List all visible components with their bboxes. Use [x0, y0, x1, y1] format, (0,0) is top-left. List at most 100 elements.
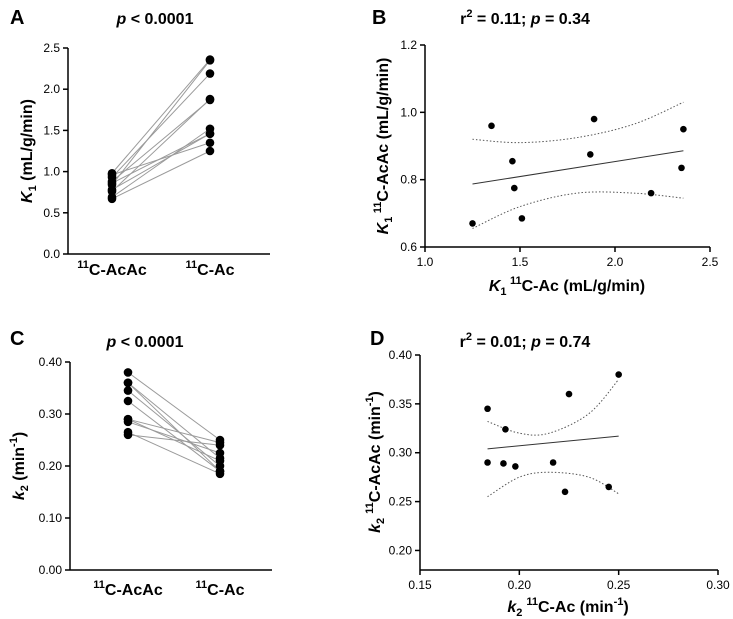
panel-c-ytick-label-2: 0.20	[39, 459, 63, 473]
panel-b-ytick-label-1: 0.8	[400, 173, 417, 187]
panel-a-pair-line-0	[111, 150, 211, 200]
panel-a-pair-line-7	[111, 73, 211, 178]
panel-d-point-9	[615, 371, 622, 378]
panel-a-dot-right-8	[205, 138, 215, 148]
panel-d-ytick-label-4: 0.40	[389, 348, 413, 362]
panel-b-point-8	[678, 164, 685, 172]
panel-c-dot-left-6	[123, 386, 133, 395]
panel-letter-d: D	[370, 328, 384, 350]
panel-d-ci-upper	[487, 379, 620, 436]
panel-c-dot-right-9	[215, 435, 225, 445]
panel-a-dot-right-6	[205, 95, 215, 105]
panel-c-pair-line-6	[127, 390, 221, 467]
panel-c-dot-left-8	[123, 378, 133, 388]
panel-a-pair-line-3	[111, 133, 211, 191]
panel-a-ytick-label-4: 2.0	[43, 82, 60, 96]
panel-a-category-0: 11C-AcAc	[77, 259, 147, 279]
panel-c-pair-line-5	[127, 400, 221, 472]
panel-c-category-1: 11C-Ac	[196, 579, 245, 599]
panel-d-ytick-label-1: 0.25	[389, 495, 413, 509]
panel-d-y-label: k211C-AcAc (min-1)	[364, 391, 387, 533]
panel-d-xtick-label-1: 0.20	[508, 578, 532, 592]
panel-letter-c: C	[10, 328, 24, 350]
panel-b-xtick-label-2: 2.0	[607, 255, 624, 269]
panel-a-ytick-label-0: 0.0	[43, 247, 60, 261]
panel-letter-a: A	[10, 7, 24, 29]
panel-a-pair-line-4	[111, 60, 211, 186]
panel-b-point-1	[488, 122, 495, 130]
panel-d-point-8	[605, 483, 613, 491]
panel-a-ytick-label-3: 1.5	[43, 123, 60, 137]
panel-d-point-0	[484, 405, 491, 413]
panel-d-point-6	[561, 488, 569, 496]
panel-d-point-1	[484, 459, 491, 466]
panel-b-xtick-label-1: 1.5	[512, 255, 529, 269]
panel-c-pair-line-1	[127, 431, 221, 475]
panel-b-ytick-label-3: 1.2	[400, 38, 417, 52]
panel-a-pair-line-6	[111, 99, 211, 182]
panel-b-point-6	[590, 115, 598, 123]
panel-b-xtick-label-0: 1.0	[417, 255, 434, 269]
panel-b-point-4	[518, 215, 526, 222]
panel-c-dot-left-9	[123, 368, 133, 377]
panel-b-point-3	[511, 184, 518, 192]
panel-c-dot-right-7	[215, 466, 225, 476]
panel-a-category-1: 11C-Ac	[186, 259, 235, 279]
panel-c-title: p < 0.0001	[106, 334, 184, 351]
panel-b-x-label: K111C-Ac (mL/g/min)	[489, 275, 645, 298]
panel-a-pair-line-8	[111, 142, 211, 176]
panel-c-ytick-label-1: 0.10	[39, 511, 63, 525]
panel-c-pair-line-9	[127, 371, 221, 441]
panel-d-x-label: k211C-Ac (min-1)	[507, 596, 628, 619]
panel-a: p < 0.0001 0.0 0.5 1.0 1.5 2.0 2.5 11C-AcAc 1…	[19, 11, 270, 279]
panel-d-xtick-label-2: 0.25	[607, 578, 631, 592]
panel-d-point-4	[512, 463, 519, 470]
panel-d-ytick-label-3: 0.35	[389, 397, 413, 411]
panel-a-pair-line-1	[111, 128, 211, 198]
panel-d-point-2	[500, 460, 507, 467]
panel-c-pair-line-4	[127, 418, 221, 444]
panel-b-fit-line	[472, 150, 684, 185]
panel-c-dot-left-4	[123, 414, 133, 424]
panel-c-category-0: 11C-AcAc	[93, 579, 163, 599]
panel-b-point-9	[680, 125, 687, 133]
panel-b-ytick-label-2: 1.0	[400, 105, 417, 119]
panel-c-dot-left-5	[123, 396, 133, 406]
panel-b-xtick-label-3: 2.5	[702, 255, 719, 269]
panel-b-point-7	[647, 189, 655, 197]
panel-a-pair-line-9	[111, 59, 211, 174]
panel-c-ytick-label-0: 0.00	[39, 563, 63, 577]
panel-b: r2 = 0.11; p = 0.34 0.6 0.8 1.0 1.2 1.0 1.5 2…	[372, 8, 719, 298]
panel-c-ytick-label-3: 0.30	[39, 407, 63, 421]
panel-a-ytick-label-1: 0.5	[43, 206, 60, 220]
panel-b-ci-upper	[472, 101, 684, 144]
panel-c: p < 0.0001 0.00 0.10 0.20 0.30 0.40 11C-AcAc…	[8, 334, 272, 599]
panel-a-y-label: K1 (mL/g/min)	[19, 99, 39, 203]
panel-b-point-2	[509, 157, 516, 165]
panel-a-title: p < 0.0001	[116, 11, 194, 28]
panel-b-ytick-label-0: 0.6	[400, 240, 417, 254]
panel-b-point-0	[469, 220, 476, 227]
panel-b-point-5	[587, 151, 594, 158]
panel-b-y-label: K111C-AcAc (mL/g/min)	[372, 58, 395, 235]
panel-a-ytick-label-5: 2.5	[43, 41, 60, 55]
panel-c-pair-line-7	[127, 382, 221, 472]
panel-d-ytick-label-2: 0.30	[389, 446, 413, 460]
panel-d-point-5	[549, 459, 557, 466]
panel-d-point-7	[565, 390, 573, 398]
panel-c-dot-left-1	[123, 427, 133, 437]
panel-c-pair-line-8	[127, 382, 221, 459]
panel-c-ytick-label-4: 0.40	[39, 355, 63, 369]
panel-a-dot-right-5	[205, 129, 215, 138]
panel-d-ci-lower	[487, 471, 619, 498]
panel-d-title: r2 = 0.01; p = 0.74	[460, 331, 591, 351]
panel-d-ytick-label-0: 0.20	[389, 543, 413, 557]
panel-b-title: r2 = 0.11; p = 0.34	[460, 8, 590, 28]
panel-a-ytick-label-2: 1.0	[43, 165, 60, 179]
panel-a-pair-line-2	[111, 98, 211, 192]
panel-a-dot-right-7	[205, 69, 215, 78]
panel-d-fit-line	[487, 435, 619, 450]
panel-d: r2 = 0.01; p = 0.74 0.20 0.25 0.30 0.35 0.40…	[364, 331, 730, 619]
panel-c-y-label: k2 (min-1)	[8, 432, 31, 500]
